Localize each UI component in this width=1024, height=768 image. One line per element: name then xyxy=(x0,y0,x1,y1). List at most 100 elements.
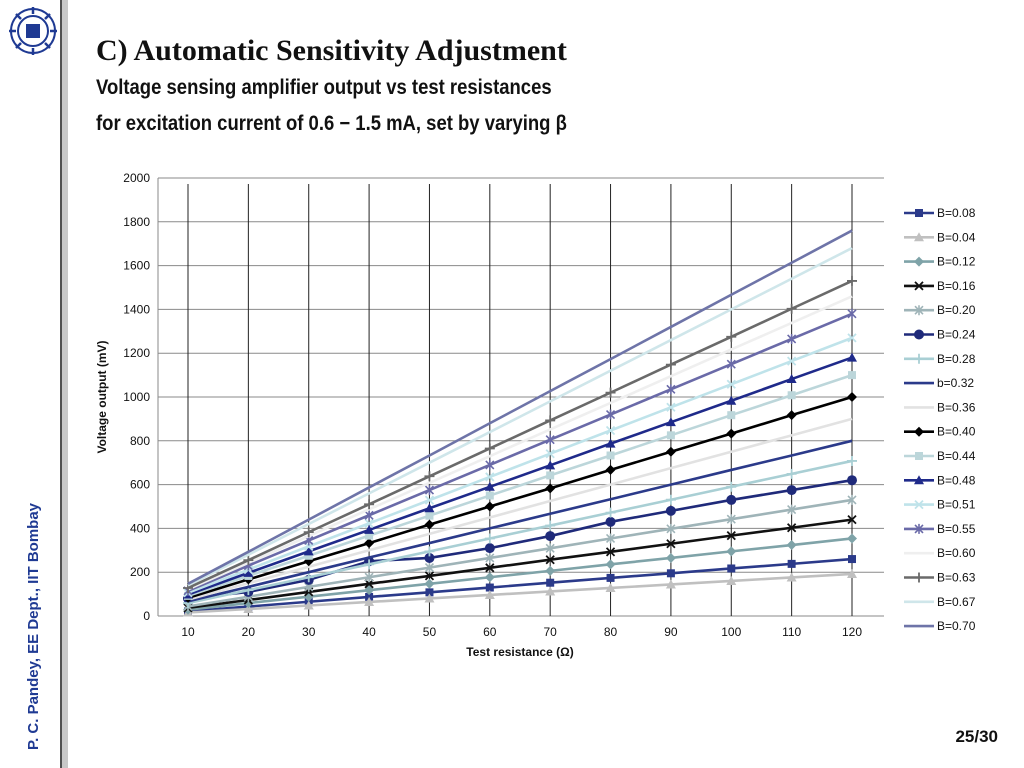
data-point xyxy=(364,585,375,596)
data-point xyxy=(545,449,555,459)
legend-entry: B=0.08 xyxy=(904,206,976,220)
data-point xyxy=(545,555,555,565)
legend-entry: B=0.51 xyxy=(904,498,976,512)
data-point xyxy=(726,481,737,492)
data-point xyxy=(605,438,616,448)
series-line xyxy=(187,498,853,608)
data-point xyxy=(787,504,797,515)
data-point xyxy=(364,559,375,570)
legend-entry: B=0.44 xyxy=(904,449,976,463)
legend-label: B=0.44 xyxy=(937,449,976,463)
data-point xyxy=(726,395,737,405)
data-point xyxy=(605,547,616,557)
data-point xyxy=(666,402,676,412)
legend-marker xyxy=(914,499,924,510)
data-point xyxy=(786,410,797,421)
legend-entry: B=0.63 xyxy=(904,571,976,585)
data-point xyxy=(424,471,435,482)
legend-marker xyxy=(915,452,923,460)
data-point xyxy=(726,546,737,557)
series-line xyxy=(187,557,853,613)
x-tick-label: 110 xyxy=(782,625,801,639)
data-point xyxy=(425,588,434,597)
legend-label: B=0.24 xyxy=(937,328,976,342)
x-tick-label: 40 xyxy=(362,625,376,639)
data-point xyxy=(726,331,737,342)
data-point xyxy=(365,531,374,540)
legend-marker xyxy=(914,426,924,437)
data-point xyxy=(727,411,736,420)
series-line xyxy=(187,295,853,591)
data-point xyxy=(424,485,435,496)
data-point xyxy=(726,514,736,525)
series-line xyxy=(187,417,853,601)
series-B=0.36 xyxy=(187,417,853,601)
series-B=0.40 xyxy=(183,392,857,603)
data-point xyxy=(666,569,675,578)
data-point xyxy=(605,559,616,570)
data-point xyxy=(786,523,797,533)
data-point xyxy=(425,511,434,520)
y-tick-label: 2000 xyxy=(123,171,150,185)
x-tick-label: 90 xyxy=(664,625,678,639)
data-point xyxy=(726,575,737,585)
data-point xyxy=(424,503,435,513)
side-band xyxy=(0,0,60,768)
data-point xyxy=(546,471,555,480)
data-point xyxy=(726,530,736,541)
series-line xyxy=(187,373,853,598)
data-point xyxy=(303,600,314,610)
data-point xyxy=(303,527,314,538)
data-point xyxy=(665,446,676,457)
author-footer: P. C. Pandey, EE Dept., IIT Bombay xyxy=(25,502,42,750)
series-B=0.51 xyxy=(183,333,857,598)
data-point xyxy=(786,468,797,479)
data-point xyxy=(545,460,556,470)
data-point xyxy=(726,494,737,505)
data-point xyxy=(545,565,556,576)
data-point xyxy=(484,572,495,583)
legend-marker xyxy=(914,353,924,364)
data-point xyxy=(424,578,435,589)
data-point xyxy=(484,501,495,512)
data-point xyxy=(364,538,375,549)
x-tick-label: 70 xyxy=(544,625,558,639)
data-point xyxy=(847,333,857,343)
data-point xyxy=(665,417,676,427)
legend-entry: B=0.12 xyxy=(904,255,976,269)
legend-marker xyxy=(914,232,924,242)
series-B=0.44 xyxy=(184,371,856,600)
legend-label: B=0.12 xyxy=(937,255,976,269)
data-point xyxy=(786,572,797,582)
series-B=0.60 xyxy=(187,295,853,591)
data-point xyxy=(424,546,435,557)
y-axis-label: Voltage output (mV) xyxy=(95,340,109,453)
legend-label: B=0.36 xyxy=(937,400,976,414)
series-line xyxy=(187,395,853,600)
legend-entry: B=0.28 xyxy=(904,352,976,366)
y-tick-label: 1400 xyxy=(123,302,150,316)
voltage-output-line-chart: 0 200 400 600 800 1000 1200 1400 1600 1800 2000 10… xyxy=(95,171,976,659)
series-B=0.63 xyxy=(183,275,857,593)
data-point xyxy=(606,573,615,582)
data-point xyxy=(605,425,616,436)
data-point xyxy=(666,384,676,395)
slide-subtitle-line-1: Voltage sensing amplifier output vs test… xyxy=(96,76,552,99)
page-number: 25/30 xyxy=(955,727,998,746)
legend-label: B=0.55 xyxy=(937,522,976,536)
legend-entry: B=0.70 xyxy=(904,619,976,633)
data-point xyxy=(485,459,495,470)
data-point xyxy=(364,518,374,528)
data-point xyxy=(787,391,796,400)
legend-entry: B=0.20 xyxy=(904,303,976,317)
legend-marker xyxy=(914,475,924,485)
y-tick-label: 200 xyxy=(130,565,150,579)
data-point xyxy=(545,543,555,554)
data-point xyxy=(364,499,375,510)
x-tick-label: 60 xyxy=(483,625,497,639)
data-point xyxy=(727,564,736,573)
chart-series xyxy=(183,229,857,617)
y-tick-label: 1000 xyxy=(123,390,150,404)
data-point xyxy=(484,589,495,599)
y-tick-label: 600 xyxy=(130,478,150,492)
